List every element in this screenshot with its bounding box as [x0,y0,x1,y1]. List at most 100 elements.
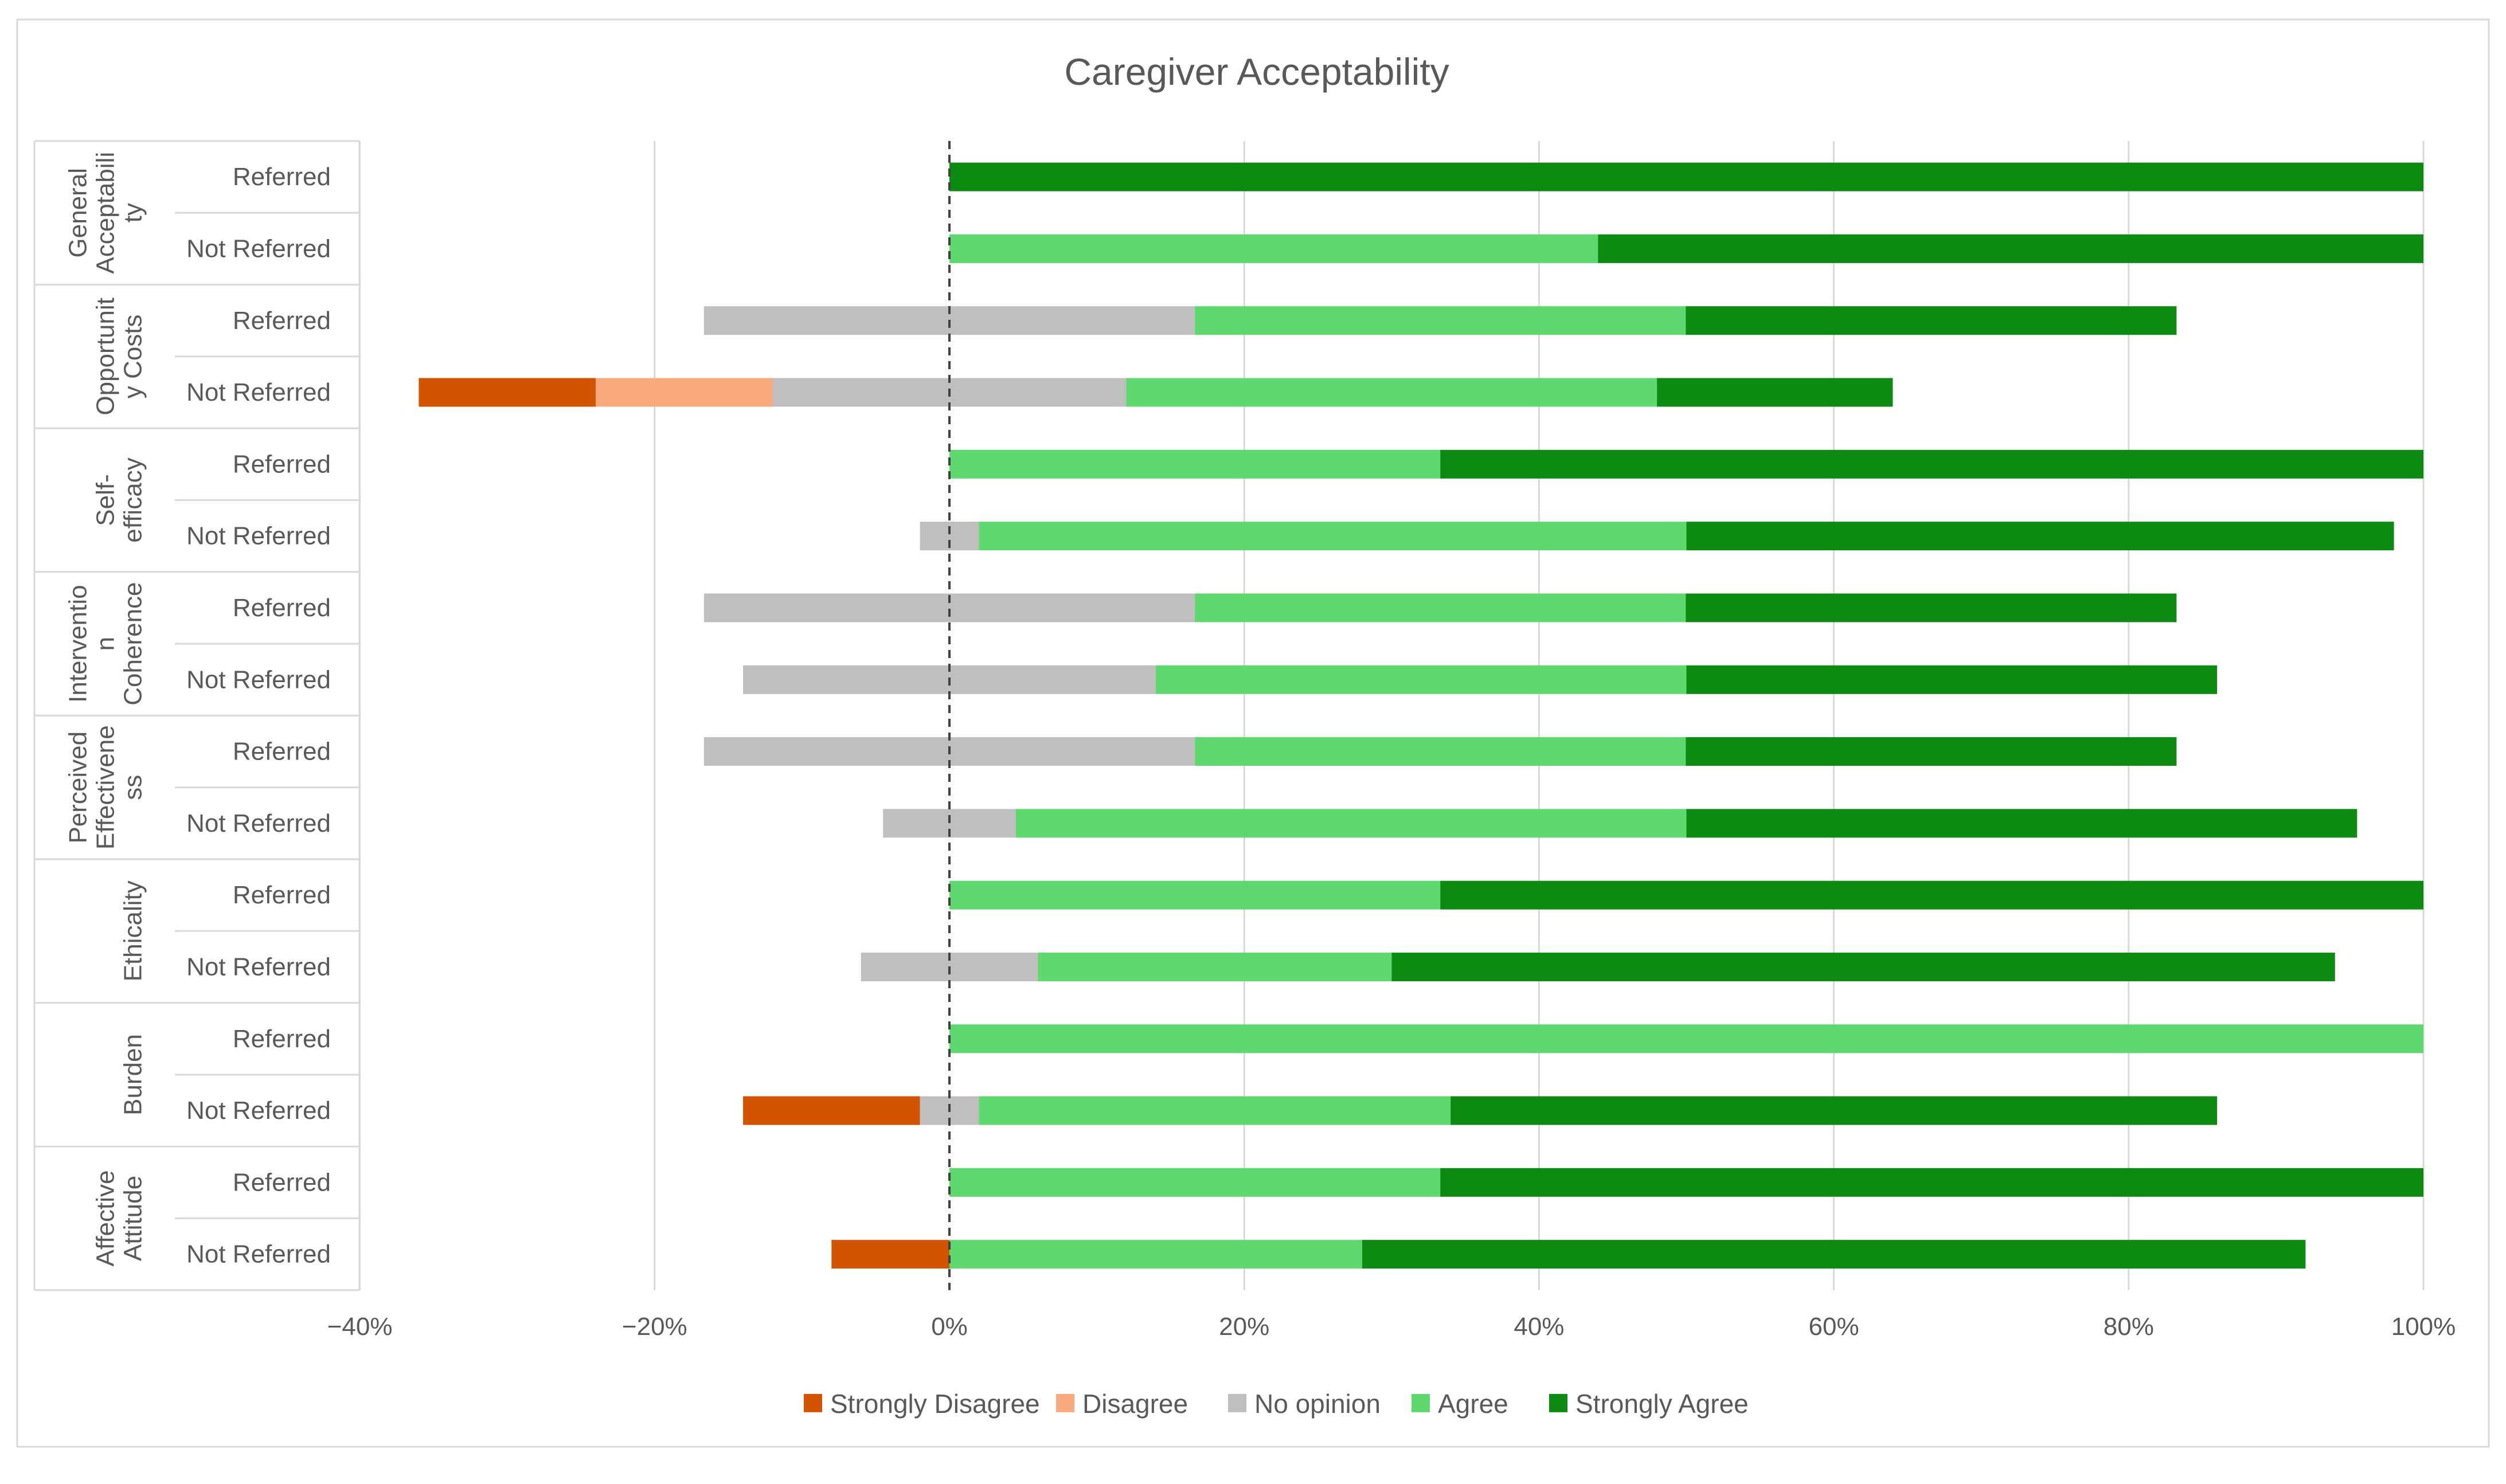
bar-segment-disagree [595,378,773,407]
bar-segment-agree [1155,665,1687,694]
legend-item: Disagree [1056,1389,1188,1419]
group-label-line: Burden [119,1034,147,1115]
group-label-line: efficacy [119,457,147,542]
bar-segment-agree [949,880,1441,910]
bar-segment-strongly-agree [949,162,2423,191]
legend-item: Strongly Agree [1549,1389,1749,1419]
row-label: Not Referred [186,809,331,837]
legend-label: Strongly Disagree [830,1389,1040,1419]
group-label-line: ss [119,775,147,800]
group-label-line: y Costs [119,315,147,399]
legend-label: Agree [1438,1389,1508,1419]
bar-segment-strongly-agree [1686,665,2218,694]
bar-segment-strongly-agree [1362,1240,2306,1269]
row-label: Referred [233,594,331,622]
legend: Strongly Disagree Disagree No opinion Agree… [804,1389,1749,1419]
row-label: Not Referred [186,522,331,550]
bar-segment-agree [1195,593,1686,622]
legend-swatch [1549,1393,1567,1412]
row-label: Referred [233,1025,331,1053]
row-label: Not Referred [186,1097,331,1125]
x-tick-label: 100% [2391,1313,2456,1341]
group-label: Opportunit y Costs [92,297,147,415]
bar-segment-strongly-agree [1440,1168,2423,1197]
row-label: Referred [233,450,331,478]
group-label-line: Effectivene [92,725,120,849]
bar-segment-agree [949,234,1598,263]
bar-segment-agree [949,1168,1441,1197]
group-label-line: ty [119,203,147,222]
row-label: Not Referred [186,378,331,406]
group-label-line: Attitude [119,1176,147,1261]
x-tick-label: 40% [1514,1313,1564,1341]
bars [419,141,2423,1290]
x-tick-label: 80% [2104,1313,2154,1341]
legend-swatch [1056,1393,1074,1412]
bar-segment-agree [949,1240,1362,1269]
row-label: Not Referred [186,1240,331,1268]
bar-segment-strongly-agree [1657,378,1893,407]
group-label: Self-efficacy [92,457,147,542]
group-label-line: Self- [92,474,120,526]
bar-segment-agree [1038,952,1392,981]
legend-swatch [804,1393,822,1412]
bar-segment-strongly-disagree [743,1096,920,1125]
row-label: Referred [233,1168,331,1196]
x-tick-label: −20% [622,1313,687,1341]
chart-frame [16,18,2490,1448]
bar-segment-agree [949,1024,2423,1054]
bar-segment-strongly-agree [1686,306,2177,335]
bar-segment-strongly-agree [1451,1096,2218,1125]
group-label: Burden [119,1034,147,1115]
bar-segment-agree [979,1096,1451,1125]
bar-segment-strongly-agree [1391,952,2335,981]
legend-item: Strongly Disagree [804,1389,1040,1419]
bar-segment-strongly-agree [1440,880,2423,910]
group-label-line: n [92,637,120,651]
group-label: Perceived Effectivene ss [64,725,147,849]
x-tick-label: 20% [1219,1313,1269,1341]
bar-segment-strongly-agree [1686,809,2358,838]
legend-label: No opinion [1254,1389,1381,1419]
x-tick-label: 0% [931,1313,968,1341]
x-axis-ticks: −40% −20% 0% 20% 40% 60% 80% 100% [327,1313,2456,1341]
bar-segment-agree [1195,306,1686,335]
group-label-line: Affective [92,1170,120,1267]
group-label: General Acceptabili ty [64,152,147,274]
row-label: Referred [233,163,331,191]
bar-segment-strongly-agree [1686,737,2177,766]
row-label: Referred [233,307,331,335]
group-label: Ethicality [119,880,147,981]
bar-segment-strongly-agree [1686,522,2394,551]
bar-segment-strongly-disagree [831,1240,949,1269]
bar-segment-agree [1015,809,1687,838]
legend-label: Strongly Agree [1575,1389,1749,1419]
row-label: Not Referred [186,953,331,981]
row-label: Referred [233,881,331,909]
bar-segment-strongly-agree [1686,593,2177,622]
group-label: Affective Attitude [92,1170,147,1267]
group-label-line: Acceptabili [92,152,120,274]
bar-segment-strongly-agree [1440,449,2423,479]
group-label-line: Perceived [64,731,92,844]
x-tick-label: −40% [327,1313,393,1341]
bar-segment-strongly-disagree [419,378,596,407]
row-label: Not Referred [186,234,331,263]
bar-segment-agree [979,522,1687,551]
chart-title: Caregiver Acceptability [1064,50,1449,93]
legend-item: No opinion [1228,1389,1381,1419]
legend-swatch [1412,1393,1430,1412]
x-tick-label: 60% [1809,1313,1859,1341]
bar-segment-agree [1195,737,1686,766]
group-label-line: Opportunit [92,297,120,415]
group-label-line: General [64,168,92,258]
group-label-line: Coherence [119,582,147,705]
row-label: Not Referred [186,665,331,694]
group-label-line: Ethicality [119,880,147,981]
legend-label: Disagree [1082,1389,1188,1419]
bar-segment-strongly-agree [1598,234,2423,263]
legend-item: Agree [1412,1389,1508,1419]
group-label-line: Interventio [64,585,92,702]
